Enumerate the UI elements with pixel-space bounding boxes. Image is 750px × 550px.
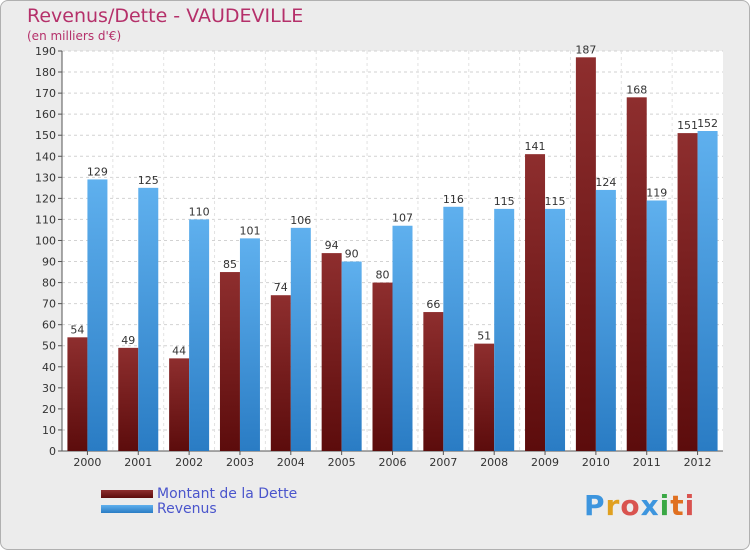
y-tick-label-70: 70 [42,298,56,311]
data-label-revenus-2003: 101 [239,224,260,237]
bar-dette-2005 [321,253,342,451]
bar-revenus-2009 [545,208,566,451]
x-tick-label-2008: 2008 [480,456,508,469]
y-tick-label-150: 150 [35,129,56,142]
bar-dette-2009 [525,154,546,451]
data-label-revenus-2001: 125 [138,174,159,187]
x-tick-label-2002: 2002 [175,456,203,469]
data-label-revenus-2002: 110 [189,205,210,218]
bar-revenus-2002 [189,219,210,451]
bar-dette-2002 [169,358,190,451]
x-tick-label-2009: 2009 [531,456,559,469]
y-tick-label-140: 140 [35,150,56,163]
y-tick-label-40: 40 [42,361,56,374]
x-tick-label-2006: 2006 [379,456,407,469]
data-label-revenus-2008: 115 [494,195,515,208]
y-tick-label-20: 20 [42,403,56,416]
y-tick-label-190: 190 [35,45,56,58]
bar-revenus-2000 [87,179,108,451]
y-tick-label-130: 130 [35,171,56,184]
x-tick-label-2001: 2001 [124,456,152,469]
data-label-dette-2005: 94 [325,239,339,252]
data-label-dette-2006: 80 [376,269,390,282]
bar-dette-2001 [118,347,139,451]
data-label-dette-2002: 44 [172,344,186,357]
data-label-dette-2004: 74 [274,281,288,294]
x-tick-label-2003: 2003 [226,456,254,469]
bar-revenus-2001 [138,187,159,451]
data-label-dette-2009: 141 [525,140,546,153]
data-label-revenus-2011: 119 [646,186,667,199]
bar-revenus-2004 [290,227,311,451]
legend-label-revenus: Revenus [157,501,217,517]
data-label-dette-2007: 66 [426,298,440,311]
bar-revenus-2010 [595,189,616,451]
legend-label-dette: Montant de la Dette [157,486,298,502]
bar-dette-2007 [423,312,444,451]
data-label-revenus-2012: 152 [697,117,718,130]
x-tick-label-2007: 2007 [429,456,457,469]
data-label-dette-2003: 85 [223,258,237,271]
bar-dette-2011 [626,97,647,451]
bar-dette-2006 [372,282,393,451]
bar-revenus-2008 [494,208,515,451]
y-tick-label-60: 60 [42,319,56,332]
legend-swatch-revenus [101,505,153,513]
proxiti-logo: Proxiti [584,489,696,522]
data-label-revenus-2007: 116 [443,193,464,206]
bar-dette-2003 [219,272,240,451]
y-tick-label-80: 80 [42,277,56,290]
bar-dette-2000 [67,337,88,451]
y-tick-label-90: 90 [42,256,56,269]
bar-revenus-2007 [443,206,464,451]
x-tick-label-2011: 2011 [633,456,661,469]
data-label-revenus-2004: 106 [290,214,311,227]
y-tick-label-30: 30 [42,382,56,395]
data-label-dette-2008: 51 [477,330,491,343]
bar-dette-2012 [677,133,698,451]
x-tick-label-2010: 2010 [582,456,610,469]
data-label-revenus-2006: 107 [392,212,413,225]
data-label-dette-2012: 151 [677,119,698,132]
bar-dette-2010 [575,57,596,451]
data-label-revenus-2000: 129 [87,165,108,178]
data-label-revenus-2010: 124 [595,176,616,189]
bar-dette-2004 [270,295,291,451]
bar-revenus-2005 [341,261,362,451]
y-tick-label-10: 10 [42,424,56,437]
data-label-dette-2000: 54 [70,323,84,336]
data-label-dette-2011: 168 [626,83,647,96]
bar-dette-2008 [474,343,495,451]
y-tick-label-0: 0 [49,445,56,458]
y-tick-label-120: 120 [35,192,56,205]
chart-title: Revenus/Dette - VAUDEVILLE [27,5,304,27]
legend-swatch-dette [101,490,153,498]
bar-revenus-2006 [392,225,413,451]
data-label-revenus-2009: 115 [545,195,566,208]
bar-revenus-2011 [646,200,667,451]
bar-revenus-2003 [239,238,260,451]
chart-subtitle: (en milliers d'€) [27,29,122,43]
x-tick-label-2004: 2004 [277,456,305,469]
y-tick-label-100: 100 [35,234,56,247]
y-tick-label-160: 160 [35,108,56,121]
x-tick-label-2000: 2000 [73,456,101,469]
data-label-revenus-2005: 90 [345,248,359,261]
x-tick-label-2012: 2012 [684,456,712,469]
data-label-dette-2001: 49 [121,334,135,347]
y-tick-label-170: 170 [35,87,56,100]
x-tick-label-2005: 2005 [328,456,356,469]
bar-revenus-2012 [697,131,718,451]
data-label-dette-2010: 187 [575,43,596,56]
y-tick-label-50: 50 [42,340,56,353]
y-tick-label-180: 180 [35,66,56,79]
y-tick-label-110: 110 [35,213,56,226]
